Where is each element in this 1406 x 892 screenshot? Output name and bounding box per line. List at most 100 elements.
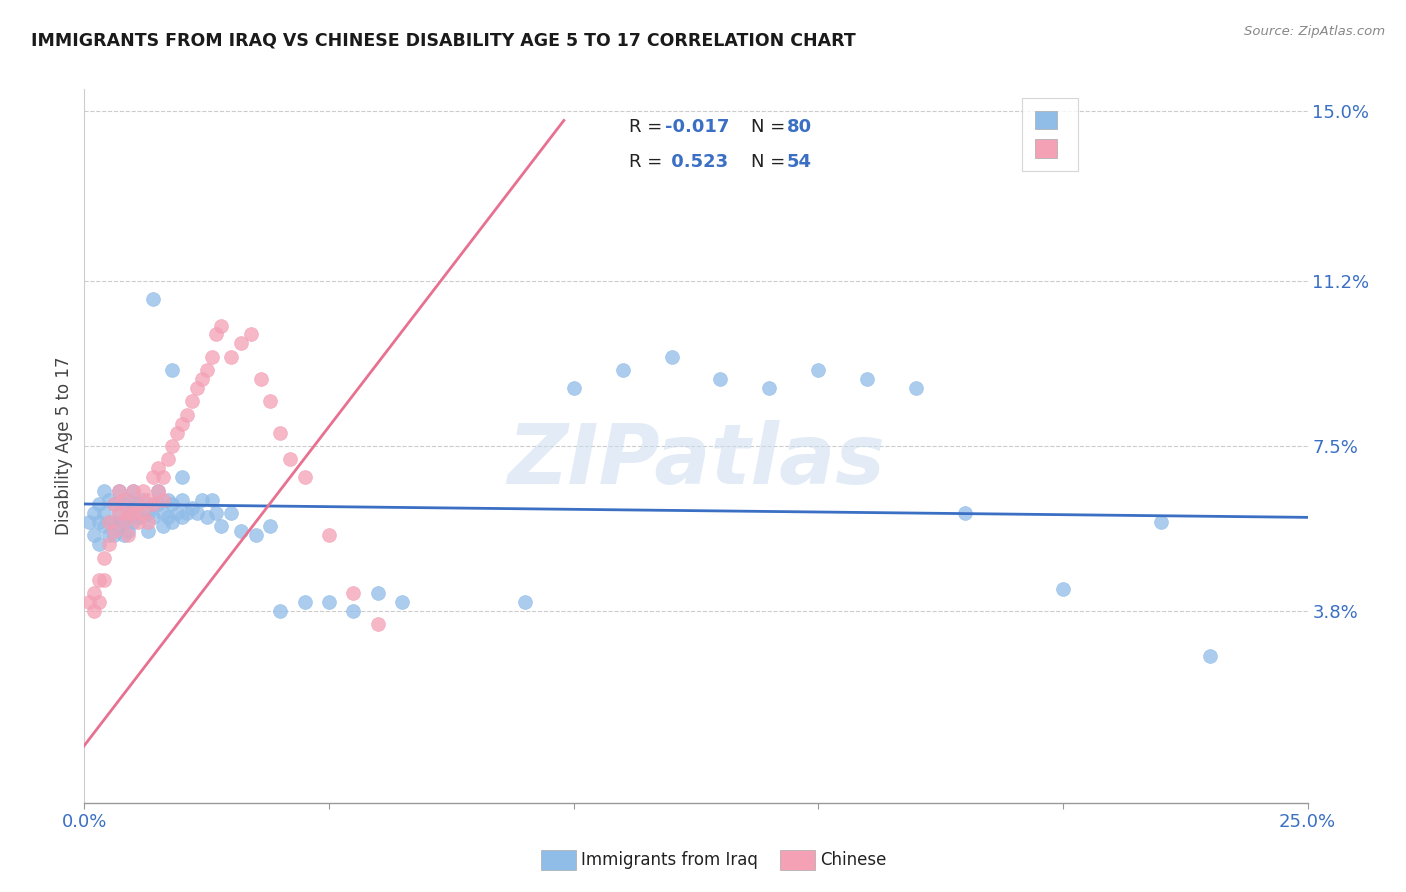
Point: [367, 586, 389, 600]
Point: [152, 519, 174, 533]
Point: [229, 336, 252, 351]
Point: [117, 524, 139, 538]
Point: [112, 515, 135, 529]
Point: [162, 515, 184, 529]
Point: [342, 604, 364, 618]
Point: [342, 586, 364, 600]
Text: N =: N =: [751, 118, 792, 136]
Point: [83, 586, 105, 600]
Point: [156, 492, 179, 507]
Point: [259, 394, 281, 409]
Y-axis label: Disability Age 5 to 17: Disability Age 5 to 17: [55, 357, 73, 535]
Point: [269, 425, 291, 440]
Point: [259, 519, 281, 533]
Point: [562, 381, 585, 395]
Point: [953, 506, 976, 520]
Point: [122, 501, 145, 516]
Point: [93, 519, 115, 533]
Text: 0.523: 0.523: [665, 153, 728, 171]
Text: IMMIGRANTS FROM IRAQ VS CHINESE DISABILITY AGE 5 TO 17 CORRELATION CHART: IMMIGRANTS FROM IRAQ VS CHINESE DISABILI…: [31, 31, 856, 49]
Point: [195, 510, 218, 524]
Point: [146, 483, 169, 498]
Point: [152, 492, 174, 507]
Point: [612, 363, 634, 377]
Point: [93, 573, 115, 587]
Point: [103, 524, 125, 538]
Point: [172, 492, 194, 507]
Point: [97, 528, 120, 542]
Point: [209, 519, 232, 533]
Point: [107, 506, 129, 520]
Point: [245, 528, 267, 542]
Point: [239, 327, 262, 342]
Text: 80: 80: [786, 118, 811, 136]
Point: [152, 506, 174, 520]
Point: [156, 510, 179, 524]
Point: [166, 425, 188, 440]
Point: [205, 327, 228, 342]
Point: [117, 528, 139, 542]
Point: [318, 595, 340, 609]
Point: [172, 510, 194, 524]
Point: [229, 524, 252, 538]
Point: [318, 528, 340, 542]
Point: [1198, 648, 1220, 663]
Text: R =: R =: [628, 153, 668, 171]
Point: [807, 363, 830, 377]
Point: [87, 537, 110, 551]
Point: [103, 515, 125, 529]
Point: [103, 497, 125, 511]
Point: [136, 515, 159, 529]
Point: [191, 492, 214, 507]
Point: [93, 506, 115, 520]
Point: [142, 497, 165, 511]
Point: [112, 515, 135, 529]
Point: [146, 483, 169, 498]
Point: [93, 483, 115, 498]
Point: [181, 394, 204, 409]
Point: [367, 617, 389, 632]
Text: Chinese: Chinese: [820, 851, 886, 869]
Point: [103, 528, 125, 542]
Point: [162, 363, 184, 377]
Point: [195, 363, 218, 377]
Point: [136, 506, 159, 520]
Point: [166, 506, 188, 520]
Point: [87, 497, 110, 511]
Point: [136, 524, 159, 538]
Point: [709, 372, 731, 386]
Point: [107, 506, 129, 520]
Point: [127, 497, 149, 511]
Point: [136, 492, 159, 507]
Point: [176, 408, 198, 422]
Text: N =: N =: [751, 153, 792, 171]
Point: [127, 497, 149, 511]
Point: [107, 483, 129, 498]
Point: [181, 501, 204, 516]
Text: -0.017: -0.017: [665, 118, 730, 136]
Point: [391, 595, 413, 609]
Point: [219, 350, 242, 364]
Point: [219, 506, 242, 520]
Point: [107, 483, 129, 498]
Point: [83, 604, 105, 618]
Point: [142, 470, 165, 484]
Point: [117, 506, 139, 520]
Point: [1150, 515, 1173, 529]
Point: [87, 573, 110, 587]
Point: [97, 515, 120, 529]
Point: [156, 452, 179, 467]
Point: [758, 381, 780, 395]
Point: [205, 506, 228, 520]
Text: ZIPatlas: ZIPatlas: [508, 420, 884, 500]
Point: [1052, 582, 1074, 596]
Point: [176, 506, 198, 520]
Point: [77, 515, 100, 529]
Point: [132, 483, 155, 498]
Point: [132, 492, 155, 507]
Point: [112, 492, 135, 507]
Point: [132, 510, 155, 524]
Point: [661, 350, 683, 364]
Point: [97, 492, 120, 507]
Point: [191, 372, 214, 386]
